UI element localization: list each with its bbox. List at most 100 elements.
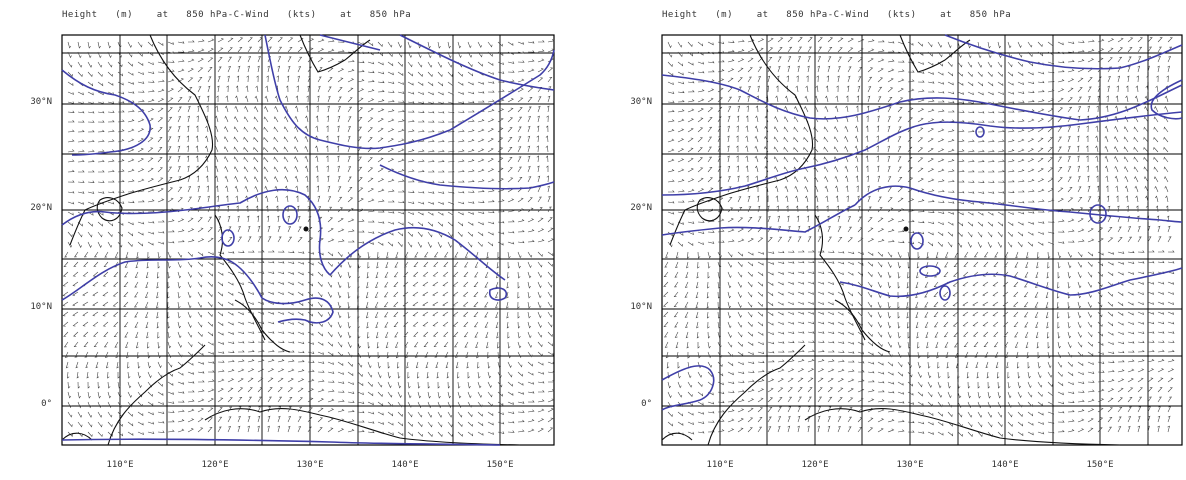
wind-barb: [805, 85, 809, 93]
wind-barb: [426, 371, 430, 379]
wind-barb: [815, 205, 819, 213]
wind-barb: [177, 239, 185, 243]
wind-barb: [87, 159, 95, 163]
wind-barb: [97, 41, 101, 49]
wind-barb: [433, 251, 439, 258]
wind-barb: [287, 37, 294, 43]
wind-barb: [495, 311, 499, 319]
wind-barb: [217, 351, 225, 354]
wind-barb: [857, 227, 863, 233]
wind-barb: [207, 227, 213, 233]
wind-barb: [186, 145, 189, 153]
wind-barb: [967, 129, 975, 133]
wind-barb: [317, 38, 325, 43]
wind-barb: [527, 291, 531, 299]
wind-barb: [245, 85, 249, 93]
wind-barb: [937, 179, 945, 183]
wind-barb: [177, 59, 185, 63]
wind-barb: [967, 391, 971, 399]
wind-barb: [947, 190, 955, 193]
wind-barb: [764, 125, 769, 133]
wind-barb: [527, 87, 534, 93]
wind-barb: [1035, 321, 1039, 328]
wind-barb: [457, 180, 465, 183]
wind-barb: [867, 311, 873, 318]
wind-barb: [394, 261, 399, 268]
wind-barb: [67, 201, 75, 205]
lat-label-20n: 20°N: [30, 203, 52, 213]
wind-barb: [1047, 351, 1051, 359]
wind-barb: [897, 311, 900, 319]
wind-barb: [897, 166, 902, 173]
wind-barb: [457, 51, 462, 59]
wind-barb: [237, 406, 242, 413]
wind-barb: [1157, 349, 1165, 353]
wind-barb: [157, 361, 162, 369]
wind-barb: [767, 426, 772, 433]
wind-barb: [887, 418, 895, 423]
wind-barb: [187, 217, 194, 223]
wind-barb: [243, 166, 249, 173]
wind-barb: [536, 135, 539, 143]
wind-barb: [385, 341, 389, 349]
wind-barb: [983, 251, 989, 258]
wind-barb: [906, 301, 909, 309]
wind-barb: [167, 156, 172, 163]
wind-barb: [1017, 391, 1022, 399]
wind-barb: [1037, 210, 1045, 213]
wind-barb: [927, 81, 935, 84]
wind-barb: [427, 110, 435, 114]
wind-barb: [207, 195, 210, 203]
wind-barb: [317, 67, 323, 73]
wind-barb: [207, 57, 214, 63]
wind-barb: [1087, 389, 1095, 393]
wind-barb: [294, 115, 299, 123]
wind-barb: [847, 251, 855, 255]
wind-barb: [757, 216, 762, 223]
wind-barb: [197, 251, 204, 257]
wind-barb: [1134, 176, 1139, 183]
wind-barb: [1047, 401, 1054, 406]
wind-barb: [665, 251, 669, 258]
wind-barb: [1087, 227, 1094, 233]
wind-barb: [1164, 175, 1169, 183]
wind-barb: [1095, 165, 1099, 173]
wind-barb: [527, 155, 531, 163]
wind-barb: [177, 251, 183, 258]
wind-barb: [357, 410, 365, 414]
lon-label-110e: 110°E: [706, 460, 734, 470]
wind-barb: [1147, 281, 1155, 285]
wind-barb: [537, 58, 545, 63]
wind-barb: [397, 100, 405, 103]
wind-barb: [777, 397, 783, 403]
wind-barb: [888, 400, 895, 403]
wind-barb: [388, 200, 395, 203]
wind-barb: [1147, 387, 1153, 393]
wind-barb: [422, 311, 429, 317]
wind-barb: [257, 260, 265, 264]
wind-barb: [117, 81, 124, 86]
wind-barb: [405, 351, 409, 358]
wind-barb: [283, 146, 289, 153]
wind-barb: [157, 157, 163, 163]
wind-barb: [1117, 331, 1124, 336]
wind-barb: [547, 86, 552, 93]
right-map-panel: Height (m) at 850 hPa-C-Wind (kts) at 85…: [600, 0, 1183, 480]
wind-barb: [974, 351, 979, 358]
wind-barb: [1127, 47, 1133, 53]
wind-barb: [1167, 396, 1173, 403]
wind-barb: [1143, 126, 1149, 133]
wind-barb: [474, 331, 479, 338]
wind-barb: [367, 157, 373, 163]
wind-barb: [1147, 260, 1155, 264]
wind-barb: [887, 390, 895, 394]
wind-barb: [936, 351, 939, 359]
wind-barb: [97, 71, 103, 78]
wind-barb: [147, 98, 155, 103]
wind-barb: [177, 155, 181, 163]
wind-barb: [477, 179, 485, 183]
wind-barb: [1027, 138, 1035, 143]
lat-label-30n: 30°N: [30, 97, 52, 107]
wind-barb: [297, 281, 304, 286]
wind-barb: [97, 221, 103, 227]
